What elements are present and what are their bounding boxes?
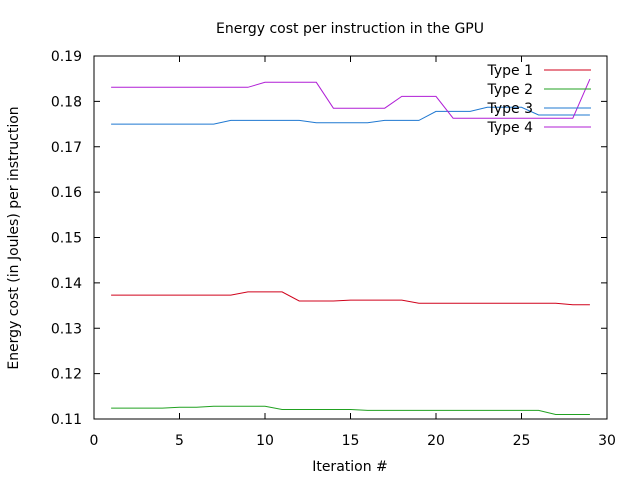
x-tick-label: 15	[342, 433, 360, 449]
axes: 0 5 10 15 20 25 30 0.11 0.12 0.13 0.14 0.15 0.16 0.17…	[51, 49, 616, 449]
x-tick-label: 0	[90, 433, 99, 449]
y-tick-label: 0.18	[51, 94, 82, 110]
legend-label-type-1: Type 1	[486, 63, 533, 79]
y-tick-label: 0.11	[51, 412, 82, 428]
y-axis-label: Energy cost (in Joules) per instruction	[6, 106, 22, 369]
legend-label-type-2: Type 2	[486, 82, 533, 98]
x-tick-label: 20	[427, 433, 445, 449]
y-tick-label: 0.17	[51, 140, 82, 156]
x-tick-label: 30	[598, 433, 616, 449]
y-tick-label: 0.13	[51, 321, 82, 337]
series-layer	[111, 78, 591, 415]
legend-label-type-3: Type 3	[486, 101, 533, 117]
chart-title: Energy cost per instruction in the GPU	[216, 21, 484, 37]
series-line-type-1	[111, 291, 590, 306]
y-tick-label: 0.19	[51, 49, 82, 65]
series-line-type-2	[111, 405, 590, 415]
series-line-type-3	[111, 106, 590, 125]
series-line-type-4	[111, 78, 591, 119]
x-tick-label: 25	[513, 433, 531, 449]
y-tick-label: 0.12	[51, 367, 82, 383]
x-tick-label: 10	[256, 433, 274, 449]
y-tick-label: 0.14	[51, 276, 82, 292]
legend: Type 1 Type 2 Type 3 Type 4	[486, 63, 591, 136]
x-axis-label: Iteration #	[312, 459, 388, 475]
x-tick-label: 5	[175, 433, 184, 449]
legend-label-type-4: Type 4	[486, 120, 533, 136]
y-tick-label: 0.15	[51, 231, 82, 247]
y-tick-label: 0.16	[51, 185, 82, 201]
